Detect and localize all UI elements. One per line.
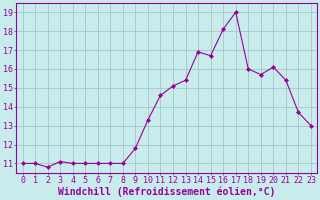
X-axis label: Windchill (Refroidissement éolien,°C): Windchill (Refroidissement éolien,°C) xyxy=(58,187,276,197)
